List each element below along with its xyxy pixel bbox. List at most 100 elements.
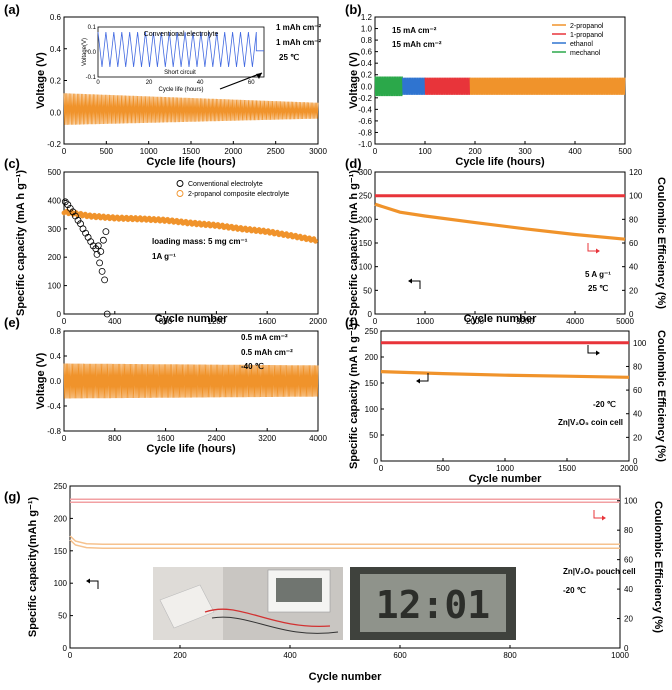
inset-frame bbox=[97, 26, 265, 78]
legend-marker bbox=[176, 180, 184, 187]
annotation: 0.5 mAh cm⁻² bbox=[241, 348, 293, 357]
capacity-series bbox=[69, 539, 620, 549]
panel-b: 0 100 200 300 400 500 -1.0 -0.8 -0.6 -0.4 -0.2 0.0 0… bbox=[345, 2, 632, 168]
y2-tick-label: 60 bbox=[629, 239, 638, 248]
y2-tick-label: 100 bbox=[624, 497, 638, 506]
x-tick-label: 800 bbox=[159, 317, 173, 326]
data-point bbox=[101, 276, 108, 284]
x-tick-label: 3000 bbox=[309, 147, 327, 156]
x-tick-label: 0 bbox=[379, 464, 384, 473]
x-tick-label: 0 bbox=[62, 317, 67, 326]
x-tick-label: 200 bbox=[468, 147, 482, 156]
x-tick-label: 2000 bbox=[309, 317, 327, 326]
y-axis-label: Specific capacity (mA h g⁻¹) bbox=[348, 323, 360, 469]
annotation: -20 ℃ bbox=[593, 400, 616, 409]
x-tick-label: 1500 bbox=[182, 147, 200, 156]
y2-tick-label: 60 bbox=[633, 386, 642, 395]
data-point bbox=[94, 242, 102, 250]
y-tick-label: 0 bbox=[57, 310, 62, 319]
y-tick-label: -0.4 bbox=[47, 402, 61, 411]
x-tick-label: 600 bbox=[393, 651, 407, 660]
axis-arrowhead bbox=[596, 350, 600, 356]
x-tick-label: 1000 bbox=[140, 147, 158, 156]
y-tick-label: 250 bbox=[365, 327, 379, 336]
x-tick-label: 1500 bbox=[558, 464, 576, 473]
x-tick-label: 0 bbox=[62, 434, 67, 443]
panel-label: (f) bbox=[345, 315, 358, 330]
x-tick-label: 800 bbox=[503, 651, 517, 660]
panel-c: 0 400 800 1200 1600 2000 0 100 200 300 400 500 Cycle… bbox=[4, 156, 327, 326]
x-tick-label: 0 bbox=[68, 651, 73, 660]
x-tick-label: 5000 bbox=[616, 317, 634, 326]
y2-tick-label: 20 bbox=[629, 286, 638, 295]
panel-label: (c) bbox=[4, 156, 20, 171]
y-tick-label: 200 bbox=[54, 514, 68, 523]
y-tick-label: 0.4 bbox=[50, 352, 62, 361]
y-tick-label: -0.4 bbox=[358, 105, 372, 114]
lcd-digits: 12:01 bbox=[376, 583, 490, 627]
x-tick-label: 3200 bbox=[258, 434, 276, 443]
x-axis-label: Cycle life (hours) bbox=[146, 156, 236, 168]
y-tick-label: 0 bbox=[63, 644, 68, 653]
legend-label: 2-propanol bbox=[570, 23, 604, 30]
annotation: Zn|V₂O₅ pouch cell bbox=[563, 567, 636, 576]
annotation: 1 mAh cm⁻² bbox=[276, 23, 321, 32]
axis-arrow bbox=[587, 243, 596, 252]
panel-label: (d) bbox=[345, 156, 362, 171]
black-wire bbox=[211, 616, 339, 634]
inset-annotation: Short circuit bbox=[164, 70, 196, 76]
y-tick-label: 0.0 bbox=[361, 82, 373, 91]
y-tick-label: -0.2 bbox=[358, 94, 372, 103]
y-tick-label: 150 bbox=[54, 547, 68, 556]
y-axis-label: Voltage (V) bbox=[348, 52, 360, 109]
data-point bbox=[96, 259, 103, 267]
panel-label: (g) bbox=[4, 489, 21, 504]
capacity-series bbox=[380, 370, 630, 379]
inset-y-tick: 0.0 bbox=[88, 50, 97, 56]
y2-axis-label: Coulombic Efficiency (%) bbox=[652, 501, 664, 633]
x-tick-label: 4000 bbox=[309, 434, 327, 443]
x-tick-label: 2000 bbox=[620, 464, 638, 473]
data-point bbox=[100, 236, 107, 244]
y-tick-label: 150 bbox=[365, 379, 379, 388]
y2-tick-label: 0 bbox=[633, 457, 638, 466]
lcd-screen bbox=[360, 574, 506, 632]
y-tick-label: 50 bbox=[363, 286, 372, 295]
panel-d: 0 1000 2000 3000 4000 5000050100150200250300C… bbox=[345, 156, 667, 326]
y2-tick-label: 20 bbox=[624, 615, 633, 624]
x-tick-label: 1000 bbox=[611, 651, 629, 660]
y2-axis-label: Coulombic Efficiency (%) bbox=[655, 330, 667, 462]
annotation: 1 mAh cm⁻² bbox=[276, 38, 321, 47]
axis-arrow bbox=[587, 345, 596, 354]
x-axis-label: Cycle life (hours) bbox=[455, 156, 545, 168]
y-axis-label: Specific capacity(mAh g⁻¹) bbox=[27, 497, 39, 638]
y-axis-label: Specific capacity (mA h g⁻¹) bbox=[15, 170, 27, 316]
axis-arrowhead bbox=[408, 278, 412, 284]
y-tick-label: 500 bbox=[48, 168, 62, 177]
y-tick-label: 0.8 bbox=[361, 36, 373, 45]
y2-axis-label: Coulombic Efficiency (%) bbox=[655, 177, 667, 309]
inset-y-tick: -0.1 bbox=[86, 75, 97, 81]
y2-tick-label: 40 bbox=[629, 263, 638, 272]
y2-tick-label: 60 bbox=[624, 556, 633, 565]
capacity-series bbox=[69, 535, 620, 546]
data-point bbox=[312, 238, 319, 244]
x-tick-label: 1000 bbox=[416, 317, 434, 326]
y-tick-label: 300 bbox=[48, 225, 62, 234]
y2-tick-label: 100 bbox=[629, 192, 643, 201]
x-tick-label: 200 bbox=[173, 651, 187, 660]
x-tick-label: 300 bbox=[518, 147, 532, 156]
inset-y-tick: 0.1 bbox=[88, 25, 97, 31]
y-tick-label: 100 bbox=[48, 282, 62, 291]
panel-e: 0 800 1600 2400 3200 4000-0.8-0.40.00.40.8Cyc… bbox=[4, 315, 327, 455]
short-circuit-arrowhead bbox=[256, 73, 262, 79]
y2-tick-label: 40 bbox=[633, 410, 642, 419]
y-tick-label: 150 bbox=[359, 239, 373, 248]
short-circuit-arrow bbox=[219, 72, 263, 90]
pouch-cell bbox=[159, 584, 215, 629]
y-tick-label: 0.2 bbox=[50, 77, 62, 86]
x-tick-label: 2500 bbox=[267, 147, 285, 156]
y-tick-label: 100 bbox=[54, 579, 68, 588]
